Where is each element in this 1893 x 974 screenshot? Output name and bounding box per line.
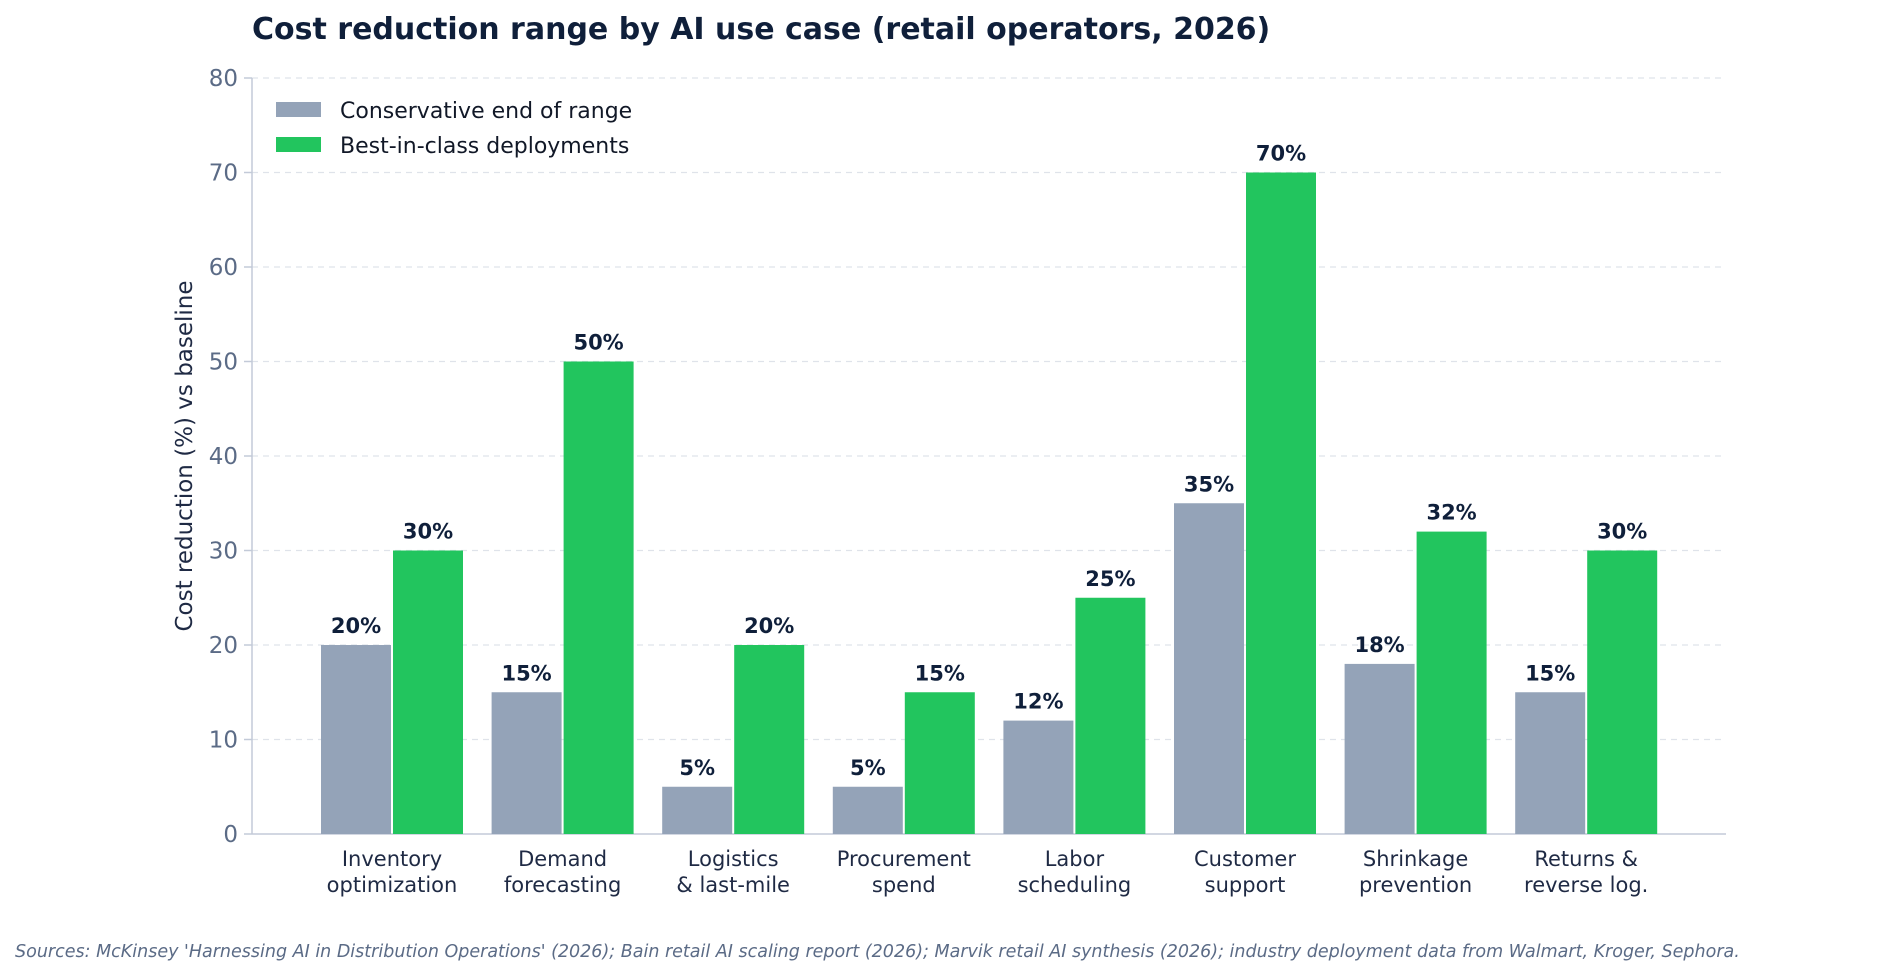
bar-conservative — [491, 692, 562, 834]
bar-conservative — [1174, 503, 1244, 834]
data-label-best-in-class: 50% — [573, 331, 623, 355]
x-tick-label: Demand — [518, 847, 607, 871]
x-tick-label: forecasting — [504, 873, 621, 897]
data-label-best-in-class: 20% — [744, 614, 794, 638]
source-note: Sources: McKinsey 'Harnessing AI in Dist… — [15, 942, 1740, 962]
bar-best-in-class — [734, 645, 805, 834]
bar-best-in-class — [393, 550, 463, 834]
x-tick-label: scheduling — [1018, 873, 1132, 897]
bar-conservative — [1344, 663, 1415, 834]
y-tick-label: 50 — [209, 350, 238, 376]
x-tick-label: spend — [872, 873, 936, 897]
legend-swatch-conservative — [276, 102, 321, 117]
data-label-best-in-class: 30% — [1597, 520, 1647, 544]
bar-best-in-class — [1075, 597, 1146, 834]
bar-best-in-class — [1246, 172, 1316, 834]
bar-conservative — [662, 786, 733, 834]
data-label-conservative: 15% — [501, 661, 551, 685]
y-tick-label: 10 — [209, 728, 238, 754]
bar-best-in-class — [1587, 550, 1658, 834]
y-tick-label: 30 — [209, 539, 238, 565]
y-tick-label: 80 — [209, 66, 238, 92]
data-label-best-in-class: 70% — [1256, 142, 1306, 166]
data-label-conservative: 20% — [331, 614, 381, 638]
x-tick-label: Customer — [1194, 847, 1296, 871]
y-axis-label: Cost reduction (%) vs baseline — [172, 280, 198, 631]
x-tick-label: prevention — [1359, 873, 1472, 897]
data-label-conservative: 5% — [679, 756, 715, 780]
x-tick-label: & last-mile — [676, 873, 790, 897]
data-labels: 20% 30% 15% 50% 5% 20% 5% 15% 12% 25% 35% 70% 18% 32%… — [331, 142, 1647, 780]
bar-best-in-class — [563, 361, 634, 834]
data-label-conservative: 35% — [1184, 472, 1234, 496]
bars — [321, 172, 1658, 834]
x-tick-label: Labor — [1045, 847, 1105, 871]
x-tick-label: optimization — [327, 873, 458, 897]
legend: Conservative end of range Best-in-class … — [276, 99, 632, 159]
x-tick-label: Returns & — [1534, 847, 1638, 871]
data-label-conservative: 15% — [1525, 661, 1575, 685]
bar-best-in-class — [904, 692, 975, 834]
x-tick-label: reverse log. — [1524, 873, 1648, 897]
y-tick-label: 20 — [209, 633, 238, 659]
data-label-best-in-class: 30% — [403, 520, 453, 544]
gridlines — [252, 77, 1726, 741]
bar-conservative — [321, 645, 391, 834]
x-tick-label: Inventory — [342, 847, 442, 871]
bar-conservative — [832, 786, 903, 834]
data-label-conservative: 5% — [850, 756, 886, 780]
chart-title: Cost reduction range by AI use case (ret… — [252, 12, 1270, 47]
y-tick-label: 60 — [209, 255, 238, 281]
y-tick-labels: 0 10 20 30 40 50 60 70 80 — [209, 66, 252, 848]
y-tick-label: 40 — [209, 444, 238, 470]
x-tick-label: Logistics — [688, 847, 779, 871]
y-tick-label: 70 — [209, 161, 238, 187]
data-label-conservative: 18% — [1354, 633, 1404, 657]
legend-label-best-in-class: Best-in-class deployments — [340, 134, 629, 159]
data-label-best-in-class: 32% — [1426, 501, 1476, 525]
x-tick-label: Procurement — [837, 847, 971, 871]
data-label-best-in-class: 25% — [1085, 567, 1135, 591]
legend-label-conservative: Conservative end of range — [340, 99, 632, 124]
bar-best-in-class — [1416, 531, 1487, 834]
data-label-conservative: 12% — [1013, 690, 1063, 714]
x-tick-label: Shrinkage — [1363, 847, 1468, 871]
bar-conservative — [1515, 692, 1586, 834]
x-tick-label: support — [1205, 873, 1286, 897]
bar-conservative — [1003, 720, 1074, 834]
legend-swatch-best-in-class — [276, 137, 321, 152]
data-label-best-in-class: 15% — [915, 661, 965, 685]
y-tick-label: 0 — [223, 822, 238, 848]
